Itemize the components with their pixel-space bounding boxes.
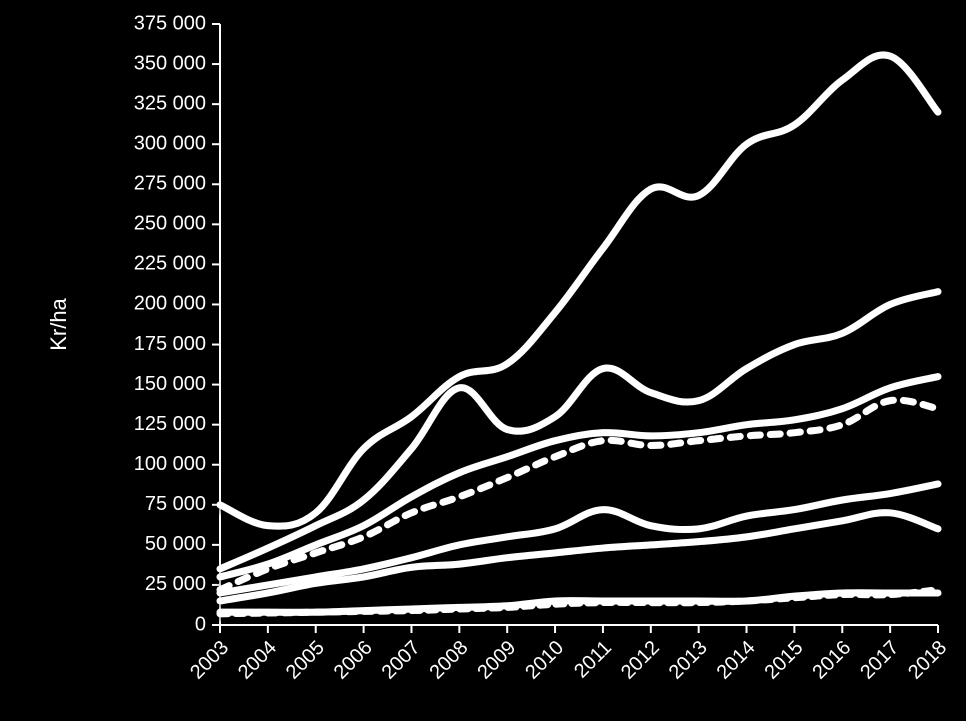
y-tick-label: 225 000 xyxy=(134,253,206,275)
y-tick-label: 100 000 xyxy=(134,453,206,475)
x-tick-label: 2012 xyxy=(617,637,664,684)
y-tick-label: 250 000 xyxy=(134,213,206,235)
x-tick-label: 2004 xyxy=(234,637,281,684)
x-tick-label: 2016 xyxy=(808,637,855,684)
x-tick-label: 2003 xyxy=(186,637,233,684)
y-tick-label: 200 000 xyxy=(134,293,206,315)
line-series xyxy=(220,55,938,526)
x-tick-label: 2009 xyxy=(473,637,520,684)
y-tick-label: 175 000 xyxy=(134,333,206,355)
x-tick-label: 2008 xyxy=(425,637,472,684)
y-tick-label: 275 000 xyxy=(134,173,206,195)
y-tick-label: 25 000 xyxy=(145,573,206,595)
x-tick-label: 2015 xyxy=(761,637,808,684)
x-tick-label: 2010 xyxy=(521,637,568,684)
y-tick-label: 125 000 xyxy=(134,413,206,435)
x-tick-label: 2013 xyxy=(665,637,712,684)
price-per-hectare-chart: 0 25 000 50 000 75 000 100 000 125 000 150 000… xyxy=(0,0,966,721)
y-tick-label: 375 000 xyxy=(134,12,206,34)
y-tick-label: 350 000 xyxy=(134,52,206,74)
y-tick-label: 325 000 xyxy=(134,92,206,114)
x-tick-label: 2017 xyxy=(856,637,903,684)
y-tick-label: 0 xyxy=(195,613,206,635)
x-tick-labels: 2003200420052006200720082009201020112012… xyxy=(186,637,951,684)
y-tick-labels: 0 25 000 50 000 75 000 100 000 125 000 150 000… xyxy=(134,12,206,635)
y-tick-label: 50 000 xyxy=(145,533,206,555)
y-tick-label: 75 000 xyxy=(145,493,206,515)
x-tick-label: 2018 xyxy=(904,637,951,684)
line-series-group xyxy=(220,55,938,614)
chart-svg: 0 25 000 50 000 75 000 100 000 125 000 150 000… xyxy=(0,0,966,721)
y-tick-label: 300 000 xyxy=(134,132,206,154)
x-tick-label: 2006 xyxy=(330,637,377,684)
x-tick-label: 2005 xyxy=(282,637,329,684)
x-tick-label: 2011 xyxy=(570,637,616,683)
x-tick-label: 2014 xyxy=(713,637,760,684)
y-tick-label: 150 000 xyxy=(134,373,206,395)
line-series xyxy=(220,513,938,601)
x-tick-label: 2007 xyxy=(378,637,425,684)
y-axis-label: Kr/ha xyxy=(46,297,71,350)
